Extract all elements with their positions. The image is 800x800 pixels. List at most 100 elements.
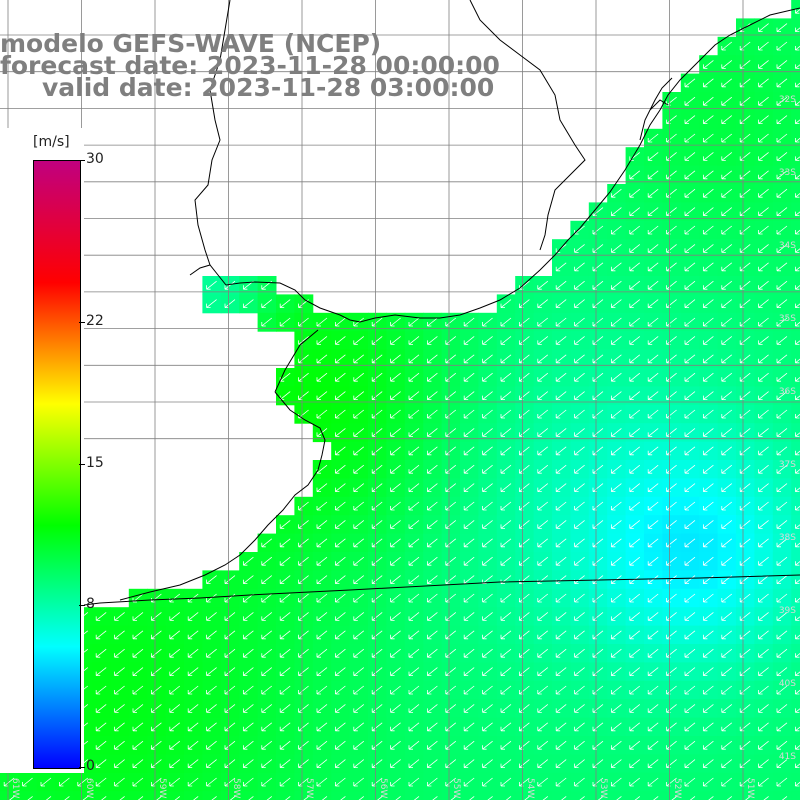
wind-arrow-path [574, 280, 585, 290]
wind-arrow-path [758, 188, 769, 198]
wind-arrow [795, 64, 800, 69]
wind-arrow [684, 96, 696, 106]
legend-tick-mark [79, 605, 85, 607]
wind-arrow-path [482, 336, 493, 345]
wind-speed-cell [220, 791, 240, 800]
wind-arrow-path [795, 9, 800, 14]
wind-arrow [500, 317, 512, 327]
latitude-label: 32S [778, 95, 796, 105]
wind-arrow [703, 280, 714, 290]
wind-arrow [666, 152, 677, 161]
wind-speed-cell [36, 791, 56, 800]
wind-arrow [611, 280, 622, 290]
wind-arrow-path [629, 317, 641, 327]
wind-arrow-path [611, 299, 622, 308]
wind-arrow [703, 60, 714, 69]
wind-arrow-path [703, 262, 714, 272]
wind-arrow-path [703, 299, 714, 308]
wind-arrow-path [758, 96, 769, 106]
wind-arrow-path [703, 188, 714, 198]
wind-speed-cell [791, 791, 800, 800]
wind-arrow-path [611, 207, 622, 216]
wind-arrow-path [390, 336, 401, 345]
wind-arrow [629, 188, 641, 198]
wind-arrow [739, 317, 751, 327]
legend-unit: [m/s] [33, 134, 70, 150]
wind-arrow [776, 96, 788, 106]
wind-arrow-path [500, 317, 512, 327]
wind-arrow-path [721, 262, 733, 272]
legend-tick-label: 8 [86, 596, 95, 613]
wind-speed-cell [607, 791, 627, 800]
wind-arrow [684, 262, 696, 272]
wind-arrow [776, 170, 788, 180]
wind-arrow-path [390, 317, 401, 327]
latitude-label: 35S [778, 314, 796, 324]
wind-arrow [243, 299, 254, 308]
wind-arrow-path [721, 299, 733, 308]
wind-arrow-path [758, 244, 769, 253]
wind-arrow-path [666, 152, 677, 161]
wind-arrow-path [666, 115, 677, 124]
wind-arrow-path [611, 225, 622, 235]
wind-arrow [684, 78, 696, 88]
wind-arrow [611, 262, 622, 272]
wind-arrow [776, 152, 788, 161]
wind-arrow-path [666, 207, 677, 216]
wind-arrow-path [795, 321, 800, 327]
wind-arrow [390, 336, 401, 345]
wind-arrow [721, 188, 733, 198]
wind-arrow [795, 193, 800, 198]
wind-arrow-path [776, 188, 788, 198]
wind-speed-cell [662, 791, 682, 800]
wind-arrow [739, 152, 751, 161]
wind-speed-cell [423, 791, 443, 800]
wind-arrow [574, 262, 585, 272]
wind-arrow-path [629, 207, 641, 216]
wind-arrow-path [758, 60, 769, 69]
wind-arrow [647, 170, 659, 180]
wind-arrow [684, 152, 696, 161]
wind-speed-cell [294, 791, 314, 800]
wind-arrow-path [776, 207, 788, 216]
wind-arrow [795, 285, 800, 290]
wind-arrow-path [574, 244, 585, 253]
wind-speed-cell [128, 791, 148, 800]
wind-arrow-path [666, 299, 677, 308]
wind-arrow [703, 78, 714, 88]
wind-arrow-path [684, 115, 696, 124]
wind-arrow-path [739, 280, 751, 290]
wind-arrow [776, 115, 788, 124]
wind-arrow-path [703, 152, 714, 161]
wind-arrow-path [703, 115, 714, 124]
wind-speed-cell [276, 791, 295, 800]
wind-arrow-path [703, 60, 714, 69]
wind-arrow [390, 317, 401, 327]
wind-arrow [739, 60, 751, 69]
wind-arrow [721, 60, 733, 69]
wind-arrow [629, 207, 641, 216]
wind-arrow-path [776, 41, 788, 51]
wind-arrow [611, 225, 622, 235]
wind-arrow-path [795, 27, 800, 32]
wind-arrow-path [795, 137, 800, 143]
longitude-label: 54W [524, 778, 535, 799]
wind-arrow [795, 82, 800, 88]
wind-arrow [776, 317, 788, 327]
wind-arrow-path [666, 188, 677, 198]
wind-arrow-path [647, 317, 659, 327]
wind-arrow [574, 317, 585, 327]
wind-arrow-path [537, 299, 549, 308]
wind-arrow [776, 244, 788, 253]
wind-arrow-path [795, 285, 800, 290]
longitude-label: 59W [157, 778, 167, 799]
longitude-label: 56W [377, 778, 388, 799]
wind-arrow-path [537, 317, 549, 327]
wind-arrow-path [795, 174, 800, 180]
wind-arrow [647, 244, 659, 253]
wind-arrow [629, 244, 641, 253]
wind-arrow-path [739, 170, 751, 180]
wind-arrow-path [555, 299, 567, 308]
wind-arrow [703, 244, 714, 253]
wind-arrow [721, 41, 733, 51]
